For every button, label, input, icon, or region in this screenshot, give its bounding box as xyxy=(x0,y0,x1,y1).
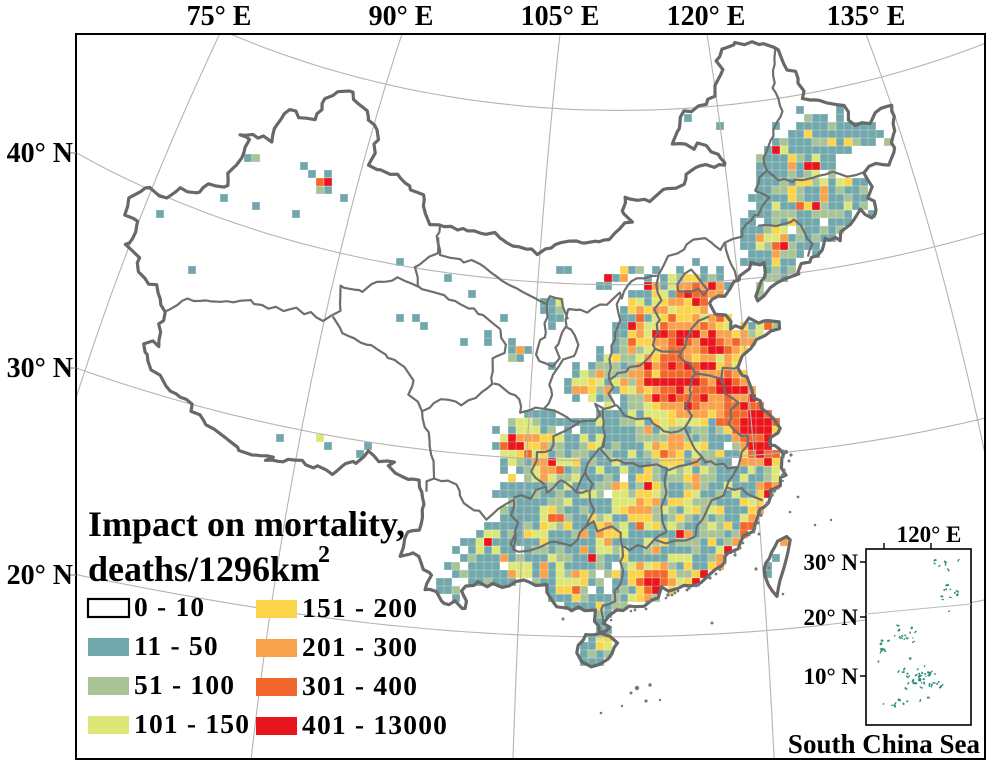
svg-text:135° E: 135° E xyxy=(827,1,906,32)
svg-text:10° N: 10° N xyxy=(803,664,858,689)
svg-text:120° E: 120° E xyxy=(667,1,746,32)
svg-text:151 - 200: 151 - 200 xyxy=(302,592,418,623)
svg-text:301 - 400: 301 - 400 xyxy=(302,670,418,701)
svg-text:deaths/1296km: deaths/1296km xyxy=(88,549,320,589)
svg-text:101 - 150: 101 - 150 xyxy=(134,708,250,739)
svg-text:Impact on mortality,: Impact on mortality, xyxy=(88,504,405,544)
svg-text:20° N: 20° N xyxy=(803,605,858,630)
svg-text:20° N: 20° N xyxy=(7,560,73,591)
svg-text:30° N: 30° N xyxy=(7,353,73,384)
svg-text:11 - 50: 11 - 50 xyxy=(134,630,219,661)
svg-text:2: 2 xyxy=(318,542,330,568)
svg-text:South China Sea: South China Sea xyxy=(788,729,981,759)
svg-text:30° N: 30° N xyxy=(803,550,858,575)
svg-text:51 - 100: 51 - 100 xyxy=(134,669,235,700)
svg-text:90° E: 90° E xyxy=(369,1,434,32)
svg-text:201 - 300: 201 - 300 xyxy=(302,631,418,662)
svg-text:401 - 13000: 401 - 13000 xyxy=(302,709,448,740)
svg-text:75° E: 75° E xyxy=(187,1,252,32)
svg-text:0 - 10: 0 - 10 xyxy=(134,591,205,622)
svg-text:40° N: 40° N xyxy=(7,138,73,169)
svg-text:120° E: 120° E xyxy=(897,522,962,547)
svg-text:105° E: 105° E xyxy=(521,1,600,32)
